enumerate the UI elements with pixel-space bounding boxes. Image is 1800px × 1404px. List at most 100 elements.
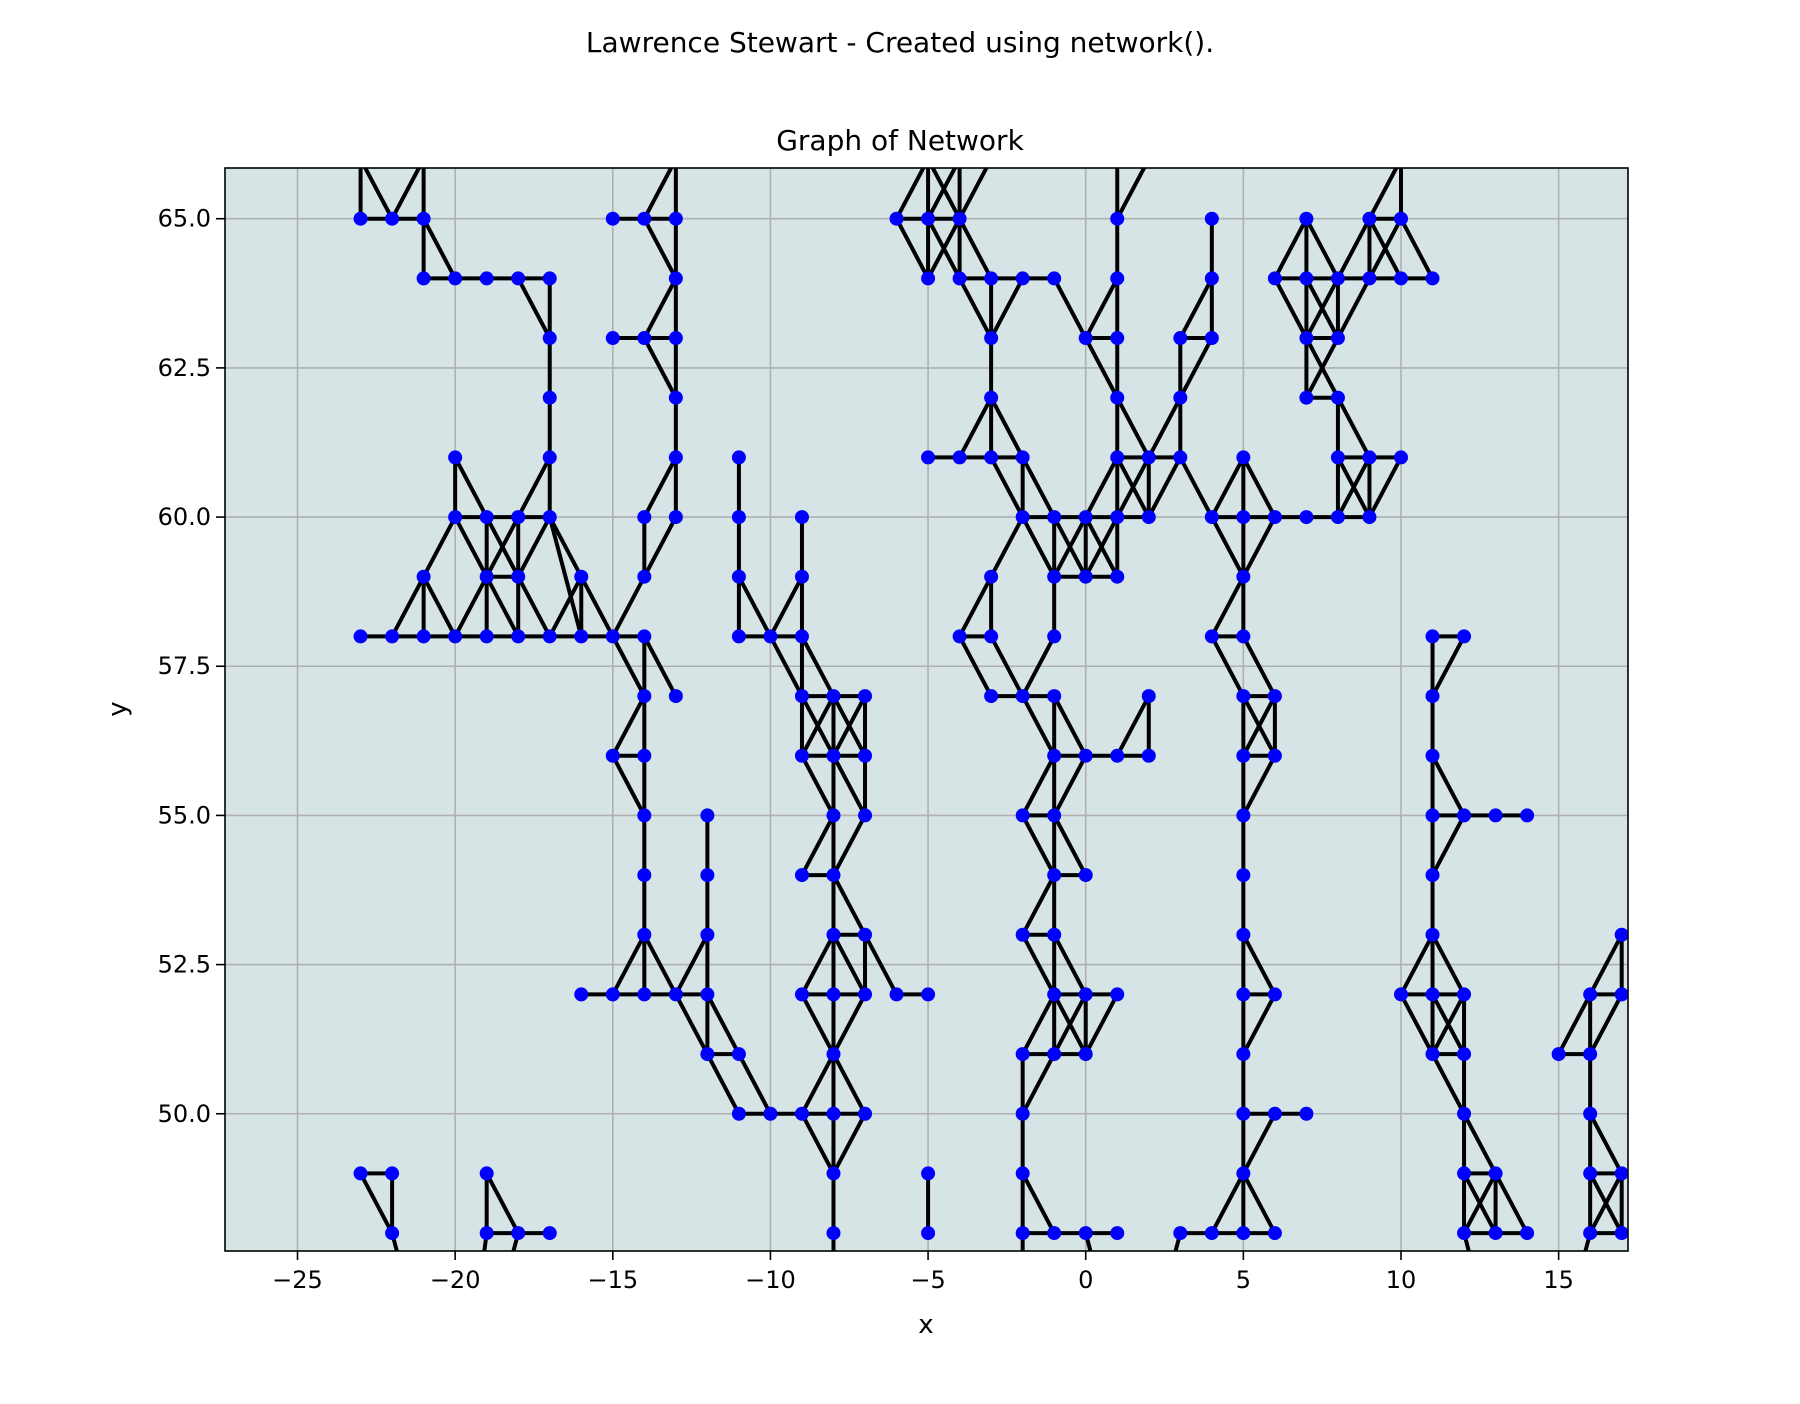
figure-suptitle: Lawrence Stewart - Created using network… bbox=[586, 26, 1214, 59]
network-node bbox=[1236, 450, 1251, 465]
grid bbox=[225, 168, 1628, 1251]
network-node bbox=[1330, 271, 1345, 286]
network-edge bbox=[1588, 1171, 1624, 1236]
network-edge bbox=[1020, 515, 1057, 579]
network-node bbox=[448, 629, 463, 644]
network-edge bbox=[1020, 873, 1057, 937]
x-tick-label: −15 bbox=[587, 1266, 638, 1294]
network-node bbox=[1078, 331, 1093, 346]
network-edge bbox=[1272, 276, 1309, 341]
network-edge bbox=[957, 574, 994, 639]
network-node bbox=[1362, 271, 1377, 286]
network-node bbox=[794, 689, 809, 704]
network-node bbox=[605, 629, 620, 644]
network-node bbox=[952, 271, 967, 286]
network-node bbox=[1078, 748, 1093, 763]
network-node bbox=[1236, 569, 1251, 584]
network-node bbox=[700, 987, 715, 1002]
network-node bbox=[1457, 1166, 1472, 1181]
network-node bbox=[1299, 331, 1314, 346]
network-edge bbox=[1398, 932, 1435, 997]
network-node bbox=[1047, 1047, 1062, 1062]
network-edge bbox=[610, 753, 647, 818]
network-edge bbox=[1178, 276, 1214, 341]
network-edge bbox=[1052, 932, 1088, 997]
network-node bbox=[605, 331, 620, 346]
network-node bbox=[1520, 1226, 1535, 1241]
network-node bbox=[1015, 1166, 1030, 1181]
network-edge bbox=[1083, 455, 1120, 520]
network-edge bbox=[1209, 515, 1246, 579]
network-edge bbox=[768, 634, 804, 699]
network-node bbox=[448, 510, 463, 525]
network-edge bbox=[579, 574, 615, 639]
network-node bbox=[1425, 808, 1440, 823]
network-node bbox=[1141, 748, 1156, 763]
network-node bbox=[1362, 510, 1377, 525]
x-axis: −25 −20 −15 −10 −5 0 5 10 15 bbox=[272, 1251, 1574, 1294]
network-node bbox=[826, 1166, 841, 1181]
network-node bbox=[1015, 927, 1030, 942]
network-node bbox=[1299, 390, 1314, 405]
network-edge bbox=[1430, 1052, 1467, 1116]
network-edge bbox=[1241, 1111, 1277, 1176]
y-tick-label: 62.5 bbox=[158, 354, 211, 382]
x-axis-label: x bbox=[918, 1310, 933, 1340]
network-node bbox=[1267, 1106, 1282, 1121]
network-edge bbox=[799, 694, 836, 758]
network-node bbox=[1173, 1226, 1188, 1241]
network-edge bbox=[642, 336, 678, 400]
network-node bbox=[1236, 1226, 1251, 1241]
network-node bbox=[1488, 1166, 1503, 1181]
network-node bbox=[1583, 1106, 1598, 1121]
network-edge bbox=[894, 168, 926, 221]
y-tick-label: 65.0 bbox=[158, 205, 211, 233]
network-node bbox=[511, 629, 526, 644]
network-node bbox=[605, 211, 620, 226]
network-node bbox=[637, 868, 652, 883]
network-edge bbox=[642, 515, 678, 579]
network-node bbox=[1141, 510, 1156, 525]
network-edge bbox=[1020, 753, 1057, 818]
network-edge bbox=[799, 1111, 836, 1176]
network-edge bbox=[1020, 634, 1057, 699]
network-node bbox=[1110, 1226, 1125, 1241]
network-edge bbox=[547, 574, 584, 639]
network-node bbox=[668, 331, 683, 346]
plot-area bbox=[225, 168, 1628, 1251]
network-node bbox=[1614, 1166, 1628, 1181]
network-node bbox=[668, 211, 683, 226]
network-edge bbox=[642, 168, 674, 221]
network-node bbox=[1236, 808, 1251, 823]
network-node bbox=[1330, 510, 1345, 525]
network-node bbox=[952, 450, 967, 465]
y-tick-label: 57.5 bbox=[158, 652, 211, 680]
network-node bbox=[542, 450, 557, 465]
network-node bbox=[794, 1106, 809, 1121]
network-node bbox=[921, 271, 936, 286]
network-edge bbox=[547, 515, 584, 639]
network-edge bbox=[1209, 1171, 1246, 1236]
network-node bbox=[511, 271, 526, 286]
network-node bbox=[669, 152, 683, 166]
network-node bbox=[1236, 927, 1251, 942]
network-node bbox=[637, 689, 652, 704]
network-node bbox=[1457, 629, 1472, 644]
network-node bbox=[417, 152, 431, 166]
network-node bbox=[416, 629, 431, 644]
network-node bbox=[574, 629, 589, 644]
network-edge bbox=[831, 813, 868, 878]
plot-frame bbox=[224, 167, 1629, 1252]
network-node bbox=[1047, 868, 1062, 883]
network-node bbox=[1299, 271, 1314, 286]
y-tick-label: 55.0 bbox=[158, 801, 211, 829]
network-node bbox=[1110, 331, 1125, 346]
network-node bbox=[448, 450, 463, 465]
network-node bbox=[984, 629, 999, 644]
network-node bbox=[1204, 271, 1219, 286]
network-edge bbox=[1367, 168, 1399, 221]
network-edge bbox=[957, 168, 989, 221]
network-node bbox=[1236, 1047, 1251, 1062]
network-node bbox=[1110, 152, 1124, 166]
network-edge bbox=[453, 574, 489, 639]
